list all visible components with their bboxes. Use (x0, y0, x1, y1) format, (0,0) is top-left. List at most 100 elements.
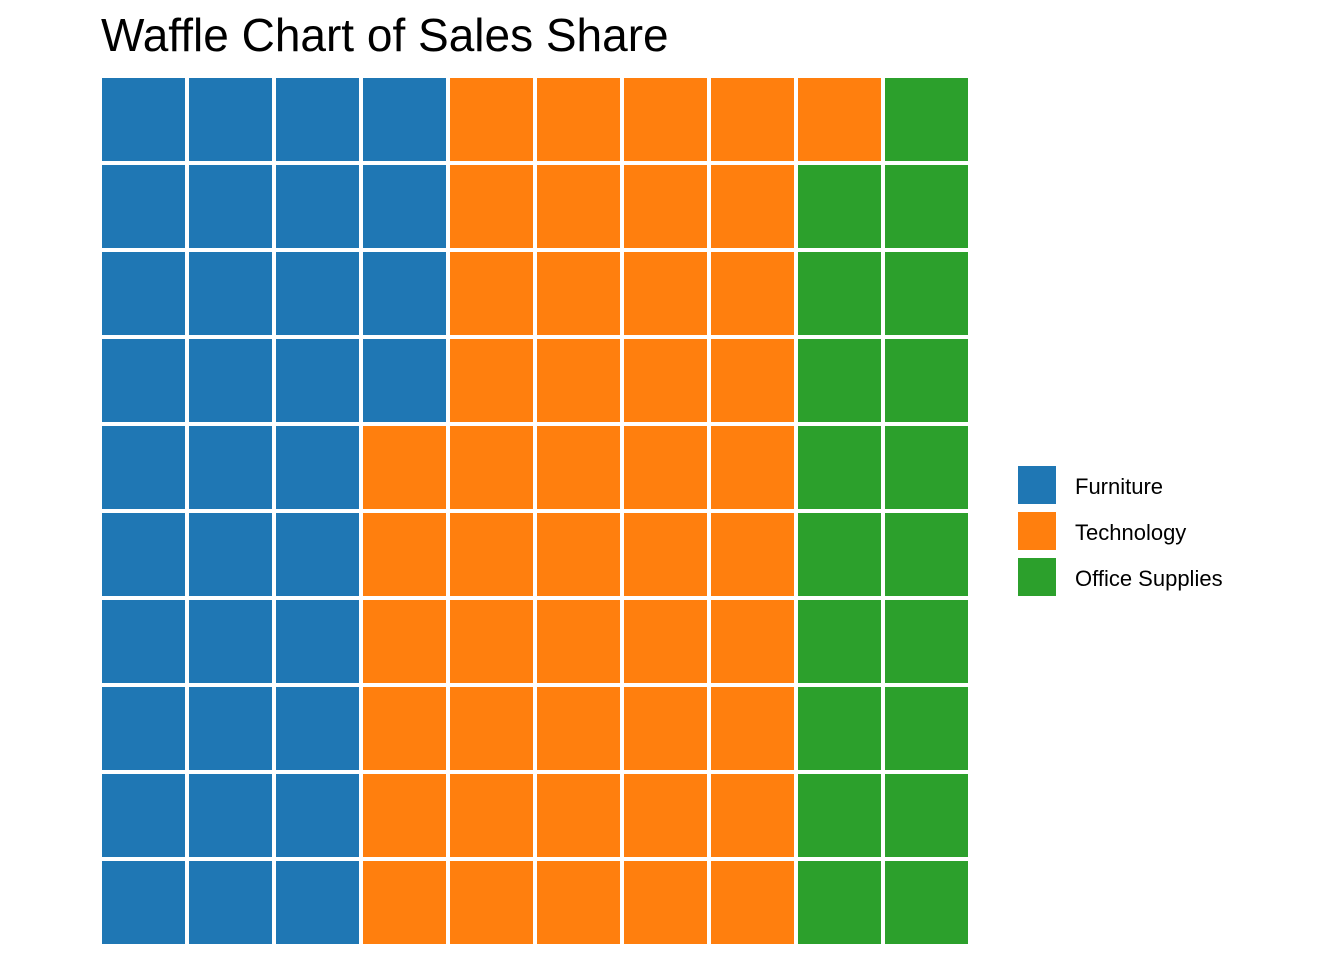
waffle-square-furniture (189, 600, 272, 683)
waffle-square-furniture (363, 165, 446, 248)
waffle-square-furniture (102, 165, 185, 248)
waffle-square-office-supplies (885, 78, 968, 161)
waffle-square-technology (363, 774, 446, 857)
waffle-square-furniture (276, 78, 359, 161)
waffle-square-furniture (189, 426, 272, 509)
waffle-square-furniture (102, 78, 185, 161)
waffle-square-technology (711, 78, 794, 161)
waffle-square-office-supplies (885, 252, 968, 335)
waffle-square-furniture (102, 252, 185, 335)
waffle-square-technology (450, 600, 533, 683)
waffle-square-office-supplies (885, 861, 968, 944)
waffle-square-technology (711, 861, 794, 944)
waffle-square-office-supplies (798, 426, 881, 509)
waffle-square-technology (363, 426, 446, 509)
legend-label: Technology (1075, 520, 1187, 545)
waffle-square-furniture (102, 600, 185, 683)
legend-swatch (1018, 558, 1056, 596)
waffle-square-furniture (189, 687, 272, 770)
waffle-square-technology (711, 687, 794, 770)
waffle-square-office-supplies (885, 774, 968, 857)
waffle-square-furniture (189, 513, 272, 596)
legend-label: Furniture (1075, 474, 1164, 499)
waffle-square-office-supplies (798, 687, 881, 770)
waffle-square-technology (624, 513, 707, 596)
waffle-square-furniture (189, 861, 272, 944)
waffle-square-furniture (276, 600, 359, 683)
waffle-square-office-supplies (885, 165, 968, 248)
waffle-square-furniture (276, 687, 359, 770)
waffle-square-technology (450, 339, 533, 422)
waffle-square-technology (537, 78, 620, 161)
waffle-square-office-supplies (798, 600, 881, 683)
waffle-square-technology (711, 600, 794, 683)
waffle-square-technology (537, 339, 620, 422)
waffle-square-office-supplies (885, 687, 968, 770)
waffle-square-office-supplies (798, 513, 881, 596)
waffle-square-technology (363, 600, 446, 683)
waffle-square-technology (537, 774, 620, 857)
waffle-square-technology (537, 861, 620, 944)
waffle-square-office-supplies (885, 513, 968, 596)
waffle-square-technology (450, 426, 533, 509)
waffle-square-office-supplies (798, 165, 881, 248)
waffle-square-furniture (189, 774, 272, 857)
waffle-square-office-supplies (798, 339, 881, 422)
waffle-square-furniture (276, 339, 359, 422)
waffle-square-office-supplies (885, 339, 968, 422)
legend-swatch (1018, 466, 1056, 504)
waffle-square-office-supplies (798, 774, 881, 857)
waffle-square-technology (537, 513, 620, 596)
waffle-square-technology (624, 687, 707, 770)
waffle-square-furniture (189, 165, 272, 248)
waffle-square-technology (537, 687, 620, 770)
waffle-square-technology (450, 165, 533, 248)
waffle-square-technology (624, 426, 707, 509)
waffle-square-furniture (276, 861, 359, 944)
waffle-square-technology (711, 252, 794, 335)
waffle-square-furniture (363, 78, 446, 161)
waffle-square-technology (624, 600, 707, 683)
waffle-square-technology (363, 687, 446, 770)
waffle-square-technology (363, 861, 446, 944)
waffle-square-furniture (276, 426, 359, 509)
waffle-square-office-supplies (798, 252, 881, 335)
waffle-square-technology (450, 687, 533, 770)
waffle-square-technology (624, 774, 707, 857)
waffle-square-technology (624, 78, 707, 161)
waffle-square-technology (537, 252, 620, 335)
waffle-square-technology (711, 426, 794, 509)
waffle-square-furniture (102, 426, 185, 509)
waffle-square-furniture (102, 861, 185, 944)
waffle-square-furniture (363, 339, 446, 422)
waffle-square-furniture (363, 252, 446, 335)
waffle-square-office-supplies (885, 426, 968, 509)
waffle-square-furniture (102, 687, 185, 770)
waffle-square-furniture (276, 252, 359, 335)
waffle-square-office-supplies (798, 861, 881, 944)
waffle-square-technology (450, 861, 533, 944)
waffle-square-technology (450, 78, 533, 161)
waffle-square-technology (624, 252, 707, 335)
waffle-square-technology (537, 600, 620, 683)
waffle-square-technology (711, 513, 794, 596)
waffle-square-furniture (276, 774, 359, 857)
waffle-square-technology (537, 426, 620, 509)
waffle-square-technology (624, 339, 707, 422)
waffle-square-technology (624, 165, 707, 248)
legend-label: Office Supplies (1075, 566, 1223, 591)
waffle-square-technology (711, 339, 794, 422)
waffle-square-technology (450, 774, 533, 857)
waffle-square-technology (450, 252, 533, 335)
waffle-square-technology (711, 774, 794, 857)
chart-title: Waffle Chart of Sales Share (101, 9, 669, 61)
waffle-square-furniture (276, 513, 359, 596)
waffle-square-furniture (102, 513, 185, 596)
waffle-square-technology (363, 513, 446, 596)
waffle-square-technology (450, 513, 533, 596)
legend-swatch (1018, 512, 1056, 550)
waffle-square-technology (624, 861, 707, 944)
waffle-square-furniture (189, 252, 272, 335)
waffle-square-furniture (189, 339, 272, 422)
